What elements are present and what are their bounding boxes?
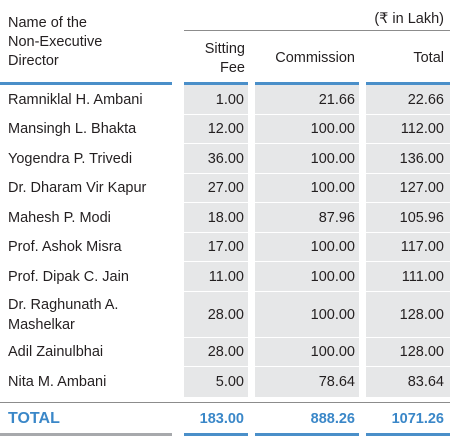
header-total: Total [413,50,444,66]
table-row: Prof. Dipak C. Jain 11.00 100.00 111.00 [0,262,450,292]
total-cell: 117.00 [366,232,450,262]
total-cell: 127.00 [366,173,450,203]
table-body: Ramniklal H. Ambani 1.00 21.66 22.66 Mansing… [0,85,450,397]
total-cell: 83.64 [366,367,450,397]
commission-cell: 100.00 [255,337,359,367]
total-total: 1071.26 [391,410,444,427]
table-row: Nita M. Ambani 5.00 78.64 83.64 [0,367,450,397]
table-row: Adil Zainulbhai 28.00 100.00 128.00 [0,337,450,367]
total-cell: 22.66 [366,85,450,115]
director-name: Nita M. Ambani [8,373,107,390]
sitting-fee-cell: 36.00 [184,144,248,174]
sitting-fee-cell: 1.00 [184,85,248,115]
bottom-rule-name [0,433,172,436]
row-divider [0,172,450,174]
table-row: Dr. Dharam Vir Kapur 27.00 100.00 127.00 [0,173,450,203]
total-cell: 128.00 [366,337,450,367]
director-name: Yogendra P. Trivedi [8,150,133,167]
header-rule-total [366,82,450,85]
row-divider [0,202,450,203]
sitting-fee-cell: 11.00 [184,262,248,292]
total-label: TOTAL [8,409,60,427]
table-row: Dr. Raghunath A. Mashelkar 28.00 100.00 128.… [0,291,450,338]
table-row: Ramniklal H. Ambani 1.00 21.66 22.66 [0,85,450,115]
commission-cell: 100.00 [255,232,359,262]
total-commission: 888.26 [310,410,355,427]
director-name: Prof. Ashok Misra [8,239,122,256]
header-sitting-fee: Sitting Fee [204,41,245,76]
sitting-fee-cell: 12.00 [184,114,248,144]
row-divider [0,366,450,367]
total-separator [0,402,450,403]
commission-cell: 87.96 [255,203,359,233]
director-name: Adil Zainulbhai [8,344,104,361]
sitting-fee-cell: 28.00 [184,337,248,367]
header-rule-fee [184,82,248,85]
header-rule-commission [255,82,359,85]
commission-cell: 100.00 [255,173,359,203]
sitting-fee-cell: 18.00 [184,203,248,233]
table-row: Yogendra P. Trivedi 36.00 100.00 136.00 [0,144,450,174]
header-rule-name [0,82,172,85]
commission-cell: 100.00 [255,291,359,338]
director-name: Mahesh P. Modi [8,209,111,226]
header-commission: Commission [275,50,355,66]
row-divider [0,336,450,338]
row-divider [0,290,450,292]
commission-cell: 21.66 [255,85,359,115]
table-row: Prof. Ashok Misra 17.00 100.00 117.00 [0,232,450,262]
table-row: Mahesh P. Modi 18.00 87.96 105.96 [0,203,450,233]
total-sitting-fee: 183.00 [199,410,244,427]
sitting-fee-cell: 28.00 [184,291,248,338]
row-divider [0,143,450,144]
bottom-rule-total [366,433,450,436]
total-row: TOTAL 183.00 888.26 1071.26 [0,403,450,434]
commission-cell: 100.00 [255,144,359,174]
total-cell: 105.96 [366,203,450,233]
total-cell: 111.00 [366,262,450,292]
director-name: Prof. Dipak C. Jain [8,268,129,285]
commission-cell: 100.00 [255,114,359,144]
bottom-rule-fee [184,433,248,436]
header-director-name: Name of the Non-Executive Director [8,15,103,69]
row-divider [0,261,450,262]
director-name: Dr. Dharam Vir Kapur [8,180,147,197]
sitting-fee-cell: 17.00 [184,232,248,262]
row-divider [0,113,450,115]
commission-cell: 100.00 [255,262,359,292]
table-header: Name of the Non-Executive Director (₹ in… [0,0,450,85]
header-unit: (₹ in Lakh) [374,11,444,27]
commission-cell: 78.64 [255,367,359,397]
total-cell: 128.00 [366,291,450,338]
director-name: Mansingh L. Bhakta [8,121,137,138]
sitting-fee-cell: 27.00 [184,173,248,203]
table-row: Mansingh L. Bhakta 12.00 100.00 112.00 [0,114,450,144]
total-cell: 112.00 [366,114,450,144]
bottom-rule-commission [255,433,359,436]
header-unit-rule [184,30,450,31]
total-cell: 136.00 [366,144,450,174]
sitting-fee-cell: 5.00 [184,367,248,397]
row-divider [0,231,450,233]
director-name: Dr. Raghunath A. Mashelkar [8,296,119,333]
director-name: Ramniklal H. Ambani [8,91,143,108]
